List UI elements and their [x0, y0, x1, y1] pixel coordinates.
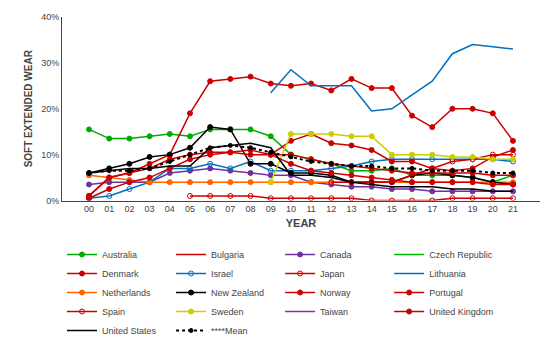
- svg-text:0%: 0%: [46, 196, 59, 206]
- svg-text:Netherlands: Netherlands: [102, 288, 151, 298]
- svg-text:Sweden: Sweden: [211, 307, 244, 317]
- svg-text:SOFT EXTENDED WEAR: SOFT EXTENDED WEAR: [23, 49, 34, 167]
- svg-text:08: 08: [246, 204, 256, 214]
- svg-text:01: 01: [104, 204, 114, 214]
- svg-text:Japan: Japan: [320, 269, 345, 279]
- svg-text:00: 00: [84, 204, 94, 214]
- svg-text:Bulgaria: Bulgaria: [211, 250, 244, 260]
- svg-text:04: 04: [165, 204, 175, 214]
- svg-text:02: 02: [124, 204, 134, 214]
- svg-text:20%: 20%: [41, 104, 59, 114]
- svg-text:Canada: Canada: [320, 250, 352, 260]
- svg-text:****Mean: ****Mean: [211, 326, 248, 336]
- svg-text:Czech Republic: Czech Republic: [429, 250, 493, 260]
- svg-text:21: 21: [508, 204, 518, 214]
- svg-text:Taiwan: Taiwan: [320, 307, 348, 317]
- svg-text:YEAR: YEAR: [286, 217, 317, 229]
- svg-text:13: 13: [346, 204, 356, 214]
- svg-text:Australia: Australia: [102, 250, 137, 260]
- svg-text:19: 19: [468, 204, 478, 214]
- svg-text:15: 15: [387, 204, 397, 214]
- svg-text:16: 16: [407, 204, 417, 214]
- svg-text:09: 09: [266, 204, 276, 214]
- svg-text:40%: 40%: [41, 12, 59, 22]
- svg-text:New Zealand: New Zealand: [211, 288, 264, 298]
- svg-text:United Kingdom: United Kingdom: [429, 307, 493, 317]
- svg-text:30%: 30%: [41, 58, 59, 68]
- svg-text:Lithuania: Lithuania: [429, 269, 466, 279]
- svg-text:03: 03: [145, 204, 155, 214]
- svg-text:07: 07: [225, 204, 235, 214]
- svg-text:17: 17: [427, 204, 437, 214]
- svg-text:06: 06: [205, 204, 215, 214]
- svg-text:14: 14: [367, 204, 377, 214]
- svg-text:10%: 10%: [41, 150, 59, 160]
- svg-text:Israel: Israel: [211, 269, 233, 279]
- svg-text:United States: United States: [102, 326, 157, 336]
- svg-text:Norway: Norway: [320, 288, 351, 298]
- svg-text:10: 10: [286, 204, 296, 214]
- svg-text:18: 18: [447, 204, 457, 214]
- svg-text:Portugal: Portugal: [429, 288, 463, 298]
- svg-text:11: 11: [306, 204, 315, 214]
- svg-text:12: 12: [326, 204, 336, 214]
- svg-text:05: 05: [185, 204, 195, 214]
- svg-text:Spain: Spain: [102, 307, 125, 317]
- svg-text:20: 20: [488, 204, 498, 214]
- svg-text:Denmark: Denmark: [102, 269, 139, 279]
